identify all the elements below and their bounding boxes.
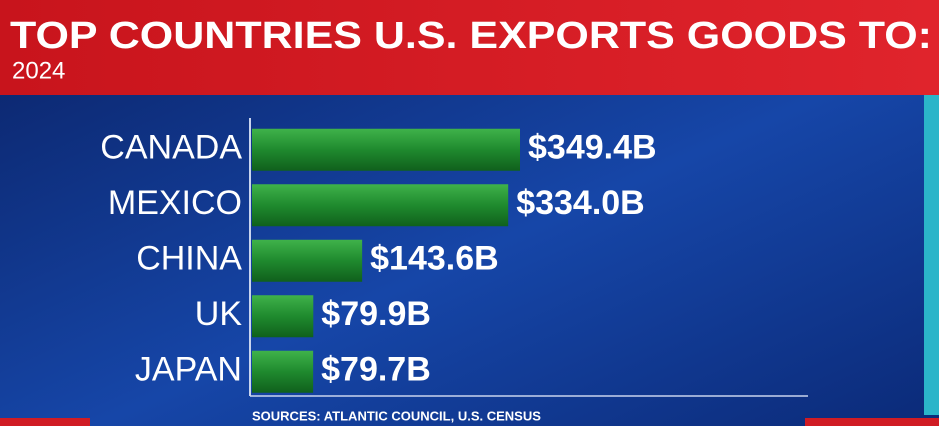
header-band: [0, 0, 939, 95]
value-label: $143.6B: [370, 240, 499, 278]
chart-title: TOP COUNTRIES U.S. EXPORTS GOODS TO:: [10, 15, 932, 57]
value-label: $334.0B: [516, 184, 645, 222]
category-label: CHINA: [136, 240, 242, 278]
value-label: $79.7B: [321, 351, 431, 389]
value-label: $79.9B: [321, 295, 431, 333]
bar: [252, 184, 509, 227]
bar: [252, 128, 520, 171]
corner-accent: [805, 418, 939, 426]
category-label: JAPAN: [135, 351, 242, 389]
corner-accent: [0, 418, 90, 426]
bar: [252, 350, 314, 393]
side-stripe: [924, 95, 939, 415]
value-label: $349.4B: [528, 129, 657, 167]
bar: [252, 295, 314, 338]
category-label: MEXICO: [108, 184, 242, 222]
category-label: CANADA: [100, 129, 242, 167]
bar: [252, 239, 363, 282]
source-note: SOURCES: ATLANTIC COUNCIL, U.S. CENSUS: [252, 408, 541, 423]
chart-subtitle: 2024: [12, 57, 65, 84]
category-label: UK: [195, 295, 243, 333]
